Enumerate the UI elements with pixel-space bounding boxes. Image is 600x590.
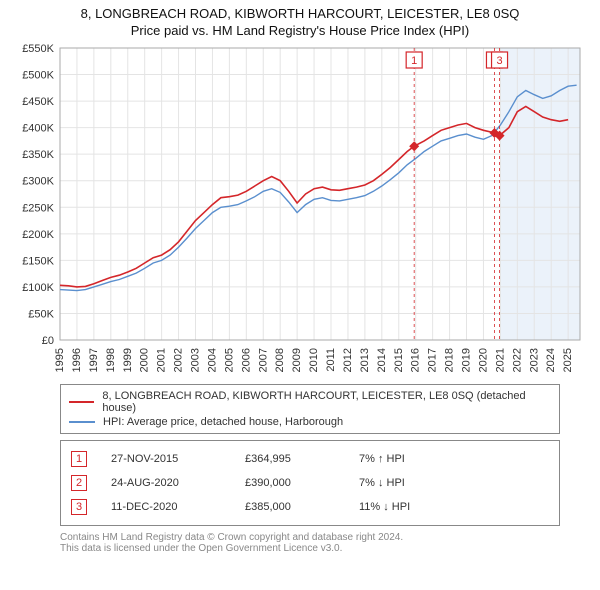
sale-marker: 2 — [71, 475, 87, 491]
svg-text:2019: 2019 — [461, 348, 473, 372]
svg-text:2005: 2005 — [223, 348, 235, 372]
sale-marker: 1 — [71, 451, 87, 467]
legend-item-property: 8, LONGBREACH ROAD, KIBWORTH HARCOURT, L… — [69, 389, 551, 415]
legend-label-hpi: HPI: Average price, detached house, Harb… — [103, 416, 343, 428]
sale-price: £390,000 — [245, 477, 335, 489]
svg-text:£250K: £250K — [22, 202, 54, 214]
svg-text:£400K: £400K — [22, 123, 54, 135]
svg-text:2023: 2023 — [528, 348, 540, 372]
sale-row: 1 27-NOV-2015 £364,995 7% ↑ HPI — [71, 447, 549, 471]
svg-text:3: 3 — [496, 55, 502, 67]
svg-text:2016: 2016 — [410, 348, 422, 372]
svg-text:2010: 2010 — [308, 348, 320, 372]
svg-text:1997: 1997 — [88, 348, 100, 372]
legend-swatch-property — [69, 401, 94, 403]
footer-line-1: Contains HM Land Registry data © Crown c… — [60, 532, 592, 543]
svg-text:£50K: £50K — [28, 308, 54, 320]
svg-text:2013: 2013 — [359, 348, 371, 372]
svg-text:2017: 2017 — [427, 348, 439, 372]
svg-text:2007: 2007 — [257, 348, 269, 372]
chart-container: 8, LONGBREACH ROAD, KIBWORTH HARCOURT, L… — [0, 0, 600, 560]
chart-titles: 8, LONGBREACH ROAD, KIBWORTH HARCOURT, L… — [0, 0, 600, 40]
svg-text:2015: 2015 — [393, 348, 405, 372]
sale-row: 3 11-DEC-2020 £385,000 11% ↓ HPI — [71, 495, 549, 519]
chart-title: 8, LONGBREACH ROAD, KIBWORTH HARCOURT, L… — [8, 6, 592, 21]
svg-text:£100K: £100K — [22, 282, 54, 294]
svg-text:1999: 1999 — [122, 348, 134, 372]
sale-date: 27-NOV-2015 — [111, 453, 221, 465]
sale-delta: 7% ↑ HPI — [359, 453, 405, 465]
svg-text:£300K: £300K — [22, 176, 54, 188]
svg-text:£350K: £350K — [22, 149, 54, 161]
svg-text:2004: 2004 — [206, 348, 218, 372]
sale-price: £385,000 — [245, 501, 335, 513]
svg-text:£450K: £450K — [22, 96, 54, 108]
legend-swatch-hpi — [69, 421, 95, 423]
footer: Contains HM Land Registry data © Crown c… — [0, 530, 600, 560]
svg-text:2008: 2008 — [274, 348, 286, 372]
svg-text:2014: 2014 — [376, 348, 388, 372]
svg-text:1996: 1996 — [71, 348, 83, 372]
legend-item-hpi: HPI: Average price, detached house, Harb… — [69, 415, 551, 429]
sale-price: £364,995 — [245, 453, 335, 465]
svg-text:2025: 2025 — [562, 348, 574, 372]
svg-text:2020: 2020 — [477, 348, 489, 372]
svg-text:2024: 2024 — [545, 348, 557, 372]
svg-text:2011: 2011 — [325, 348, 337, 372]
footer-line-2: This data is licensed under the Open Gov… — [60, 543, 592, 554]
sale-delta: 7% ↓ HPI — [359, 477, 405, 489]
svg-text:2006: 2006 — [240, 348, 252, 372]
svg-text:2002: 2002 — [173, 348, 185, 372]
svg-text:2012: 2012 — [342, 348, 354, 372]
svg-text:2018: 2018 — [444, 348, 456, 372]
svg-text:2021: 2021 — [494, 348, 506, 372]
sale-marker: 3 — [71, 499, 87, 515]
svg-text:1995: 1995 — [54, 348, 66, 372]
svg-text:2009: 2009 — [291, 348, 303, 372]
svg-text:£150K: £150K — [22, 255, 54, 267]
svg-text:£0: £0 — [42, 335, 54, 347]
svg-text:1: 1 — [411, 55, 417, 67]
sales-table: 1 27-NOV-2015 £364,995 7% ↑ HPI 2 24-AUG-2020… — [60, 440, 560, 526]
sale-row: 2 24-AUG-2020 £390,000 7% ↓ HPI — [71, 471, 549, 495]
svg-text:2022: 2022 — [511, 348, 523, 372]
svg-text:2001: 2001 — [156, 348, 168, 372]
svg-text:£550K: £550K — [22, 43, 54, 55]
chart-subtitle: Price paid vs. HM Land Registry's House … — [8, 23, 592, 38]
sale-date: 11-DEC-2020 — [111, 501, 221, 513]
svg-text:1998: 1998 — [105, 348, 117, 372]
sale-date: 24-AUG-2020 — [111, 477, 221, 489]
svg-text:2003: 2003 — [190, 348, 202, 372]
legend: 8, LONGBREACH ROAD, KIBWORTH HARCOURT, L… — [60, 384, 560, 434]
svg-text:£200K: £200K — [22, 229, 54, 241]
legend-label-property: 8, LONGBREACH ROAD, KIBWORTH HARCOURT, L… — [102, 390, 551, 414]
sale-delta: 11% ↓ HPI — [359, 501, 410, 513]
svg-text:£500K: £500K — [22, 70, 54, 82]
price-chart: £0 £50K £100K £150K £200K £250K £300K £350K £400… — [0, 40, 600, 380]
svg-text:2000: 2000 — [139, 348, 151, 372]
